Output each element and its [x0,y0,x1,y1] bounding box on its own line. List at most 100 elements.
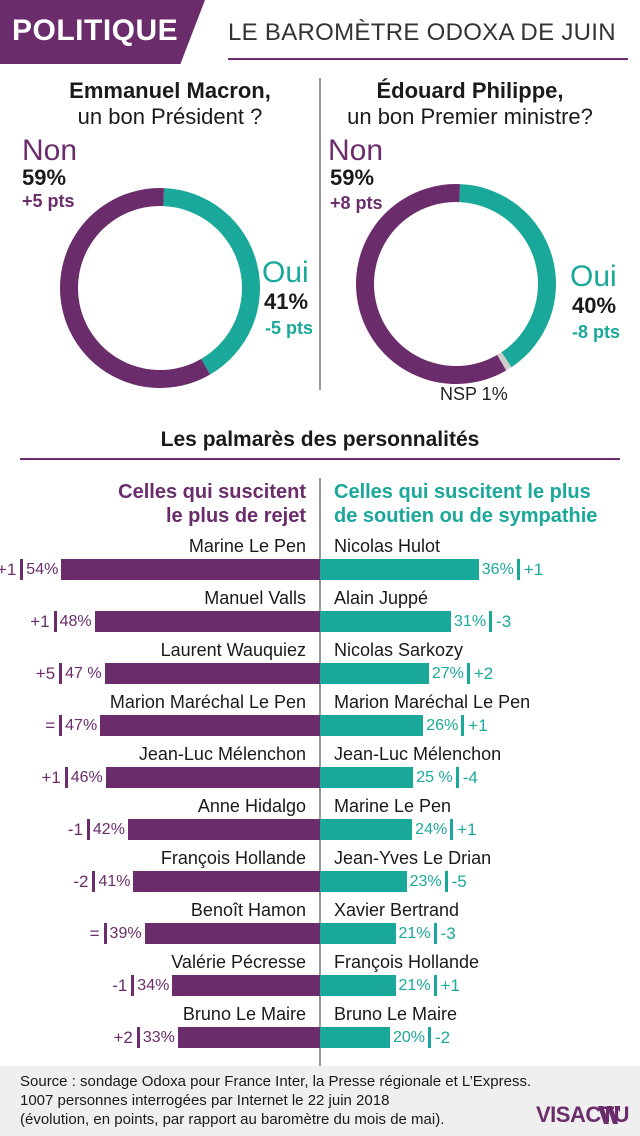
donut-slice-non [59,188,211,388]
soutien-value: 23% [406,871,445,892]
donut-philippe [356,184,556,384]
donut-slice-oui [163,188,260,375]
question-macron-text: un bon Président ? [77,104,263,129]
rejet-name: Marine Le Pen [188,536,306,556]
source-note: Source : sondage Odoxa pour France Inter… [20,1072,560,1129]
rejet-value: 33% [139,1027,178,1048]
soutien-value: 26% [423,715,462,736]
rejet-bar [92,871,320,892]
question-philippe-text: un bon Premier ministre? [347,104,593,129]
soutien-name: Jean-Yves Le Drian [334,848,492,868]
ranking-row: Benoît Hamon Xavier Bertrand 39% = 21% -3 [0,899,640,951]
soutien-name: François Hollande [334,952,480,972]
macron-oui-pct: 41% [264,289,309,314]
rejet-value: 47% [62,715,101,736]
ranking-row: Jean-Luc Mélenchon Jean-Luc Mélenchon 46% +… [0,743,640,795]
macron-non-change: +5 pts [22,191,75,211]
rejet-name: Anne Hidalgo [197,796,306,816]
rejet-name: Bruno Le Maire [182,1004,306,1024]
soutien-name: Marine Le Pen [334,796,452,816]
left-heading-line2: le plus de rejet [165,505,306,527]
soutien-value: 36% [478,559,517,580]
soutien-change: -3 [496,612,512,631]
rejet-value: 41% [95,871,134,892]
soutien-change: +1 [468,716,488,735]
rejet-name: Marion Maréchal Le Pen [109,692,306,712]
soutien-change: -5 [451,872,467,891]
soutien-name: Xavier Bertrand [334,900,460,920]
rejet-change: -1 [112,976,128,995]
macron-non-label: Non [22,134,78,167]
macron-oui-change: -5 pts [265,318,314,338]
macron-oui-label: Oui [262,256,309,289]
donut-slice-non [356,184,507,384]
right-column-heading: Celles qui suscitent le plus de soutien … [334,480,597,528]
rejet-change: +2 [113,1028,133,1047]
source-line1: Source : sondage Odoxa pour France Inter… [20,1073,532,1090]
soutien-name: Marion Maréchal Le Pen [334,692,531,712]
soutien-name: Nicolas Hulot [334,536,441,556]
philippe-oui-pct: 40% [572,293,617,318]
rejet-change: +5 [35,664,56,683]
rejet-name: Jean-Luc Mélenchon [138,744,306,764]
philippe-non-label: Non [328,134,384,167]
rejet-value: 34% [134,975,173,996]
header: POLITIQUE LE BAROMÈTRE ODOXA DE JUIN [0,0,640,64]
soutien-change: +1 [523,560,544,579]
ranking-row: Laurent Wauquiez Nicolas Sarkozy 47 % +5 27%… [0,639,640,691]
header-rule [228,58,628,60]
ranking-row: Marine Le Pen Nicolas Hulot 54% +1 36% +1 [0,535,640,587]
rejet-bar [53,611,320,632]
section-title: Les palmarès des personnalités [160,428,480,451]
rejet-value: 39% [106,923,145,944]
soutien-name: Jean-Luc Mélenchon [334,744,502,764]
soutien-value: 25 % [413,767,456,788]
rejet-value: 48% [56,611,95,632]
question-macron: Emmanuel Macron, un bon Président ? [20,78,320,130]
rejet-value: 42% [89,819,128,840]
rejet-change: +1 [0,560,17,579]
rejet-change: +1 [41,768,61,787]
top-divider [319,78,321,390]
page-title: LE BAROMÈTRE ODOXA DE JUIN [228,19,616,46]
rejet-change: = [89,924,100,943]
ranking-row: François Hollande Jean-Yves Le Drian 41% -2… [0,847,640,899]
soutien-bar [320,559,520,580]
rejet-bar [64,767,320,788]
rejet-name: Manuel Valls [204,588,306,608]
ranking-row: Manuel Valls Alain Juppé 48% +1 31% -3 [0,587,640,639]
philippe-non-pct: 59% [330,165,375,190]
rejet-value: 54% [23,559,62,580]
soutien-name: Nicolas Sarkozy [334,640,464,660]
soutien-change: -3 [440,924,456,943]
rejet-bar [59,663,320,684]
soutien-value: 21% [395,975,434,996]
right-heading-line1: Celles qui suscitent le plus [334,481,591,503]
section-rule [20,458,620,460]
soutien-name: Alain Juppé [334,588,429,608]
macron-non-pct: 59% [22,165,67,190]
rejet-name: François Hollande [160,848,306,868]
rejet-value: 47 % [62,663,105,684]
rejet-bar [131,975,320,996]
soutien-change: +1 [440,976,460,995]
soutien-value: 21% [395,923,434,944]
rejet-name: Laurent Wauquiez [160,640,306,660]
footer: Source : sondage Odoxa pour France Inter… [0,1066,640,1136]
source-line3: (évolution, en points, par rapport au ba… [20,1111,445,1128]
visactu-logo-icon [598,1106,620,1124]
ranking-row: Anne Hidalgo Marine Le Pen 42% -1 24% +1 [0,795,640,847]
soutien-change: -2 [435,1028,451,1047]
question-macron-name: Emmanuel Macron, [69,78,271,103]
source-line2: 1007 personnes interrogées par Internet … [20,1092,390,1109]
ranking-row: Bruno Le Maire Bruno Le Maire 33% +2 20% -2 [0,1003,640,1055]
category-tag-label: POLITIQUE [12,14,179,47]
category-tag: POLITIQUE [0,0,205,64]
rejet-name: Valérie Pécresse [171,952,306,972]
philippe-non-change: +8 pts [330,193,383,213]
ranking-row: Marion Maréchal Le Pen Marion Maréchal Le… [0,691,640,743]
right-heading-line2: de soutien ou de sympathie [334,505,598,527]
soutien-value: 20% [389,1027,428,1048]
soutien-change: +1 [457,820,477,839]
rejet-bar [86,819,320,840]
